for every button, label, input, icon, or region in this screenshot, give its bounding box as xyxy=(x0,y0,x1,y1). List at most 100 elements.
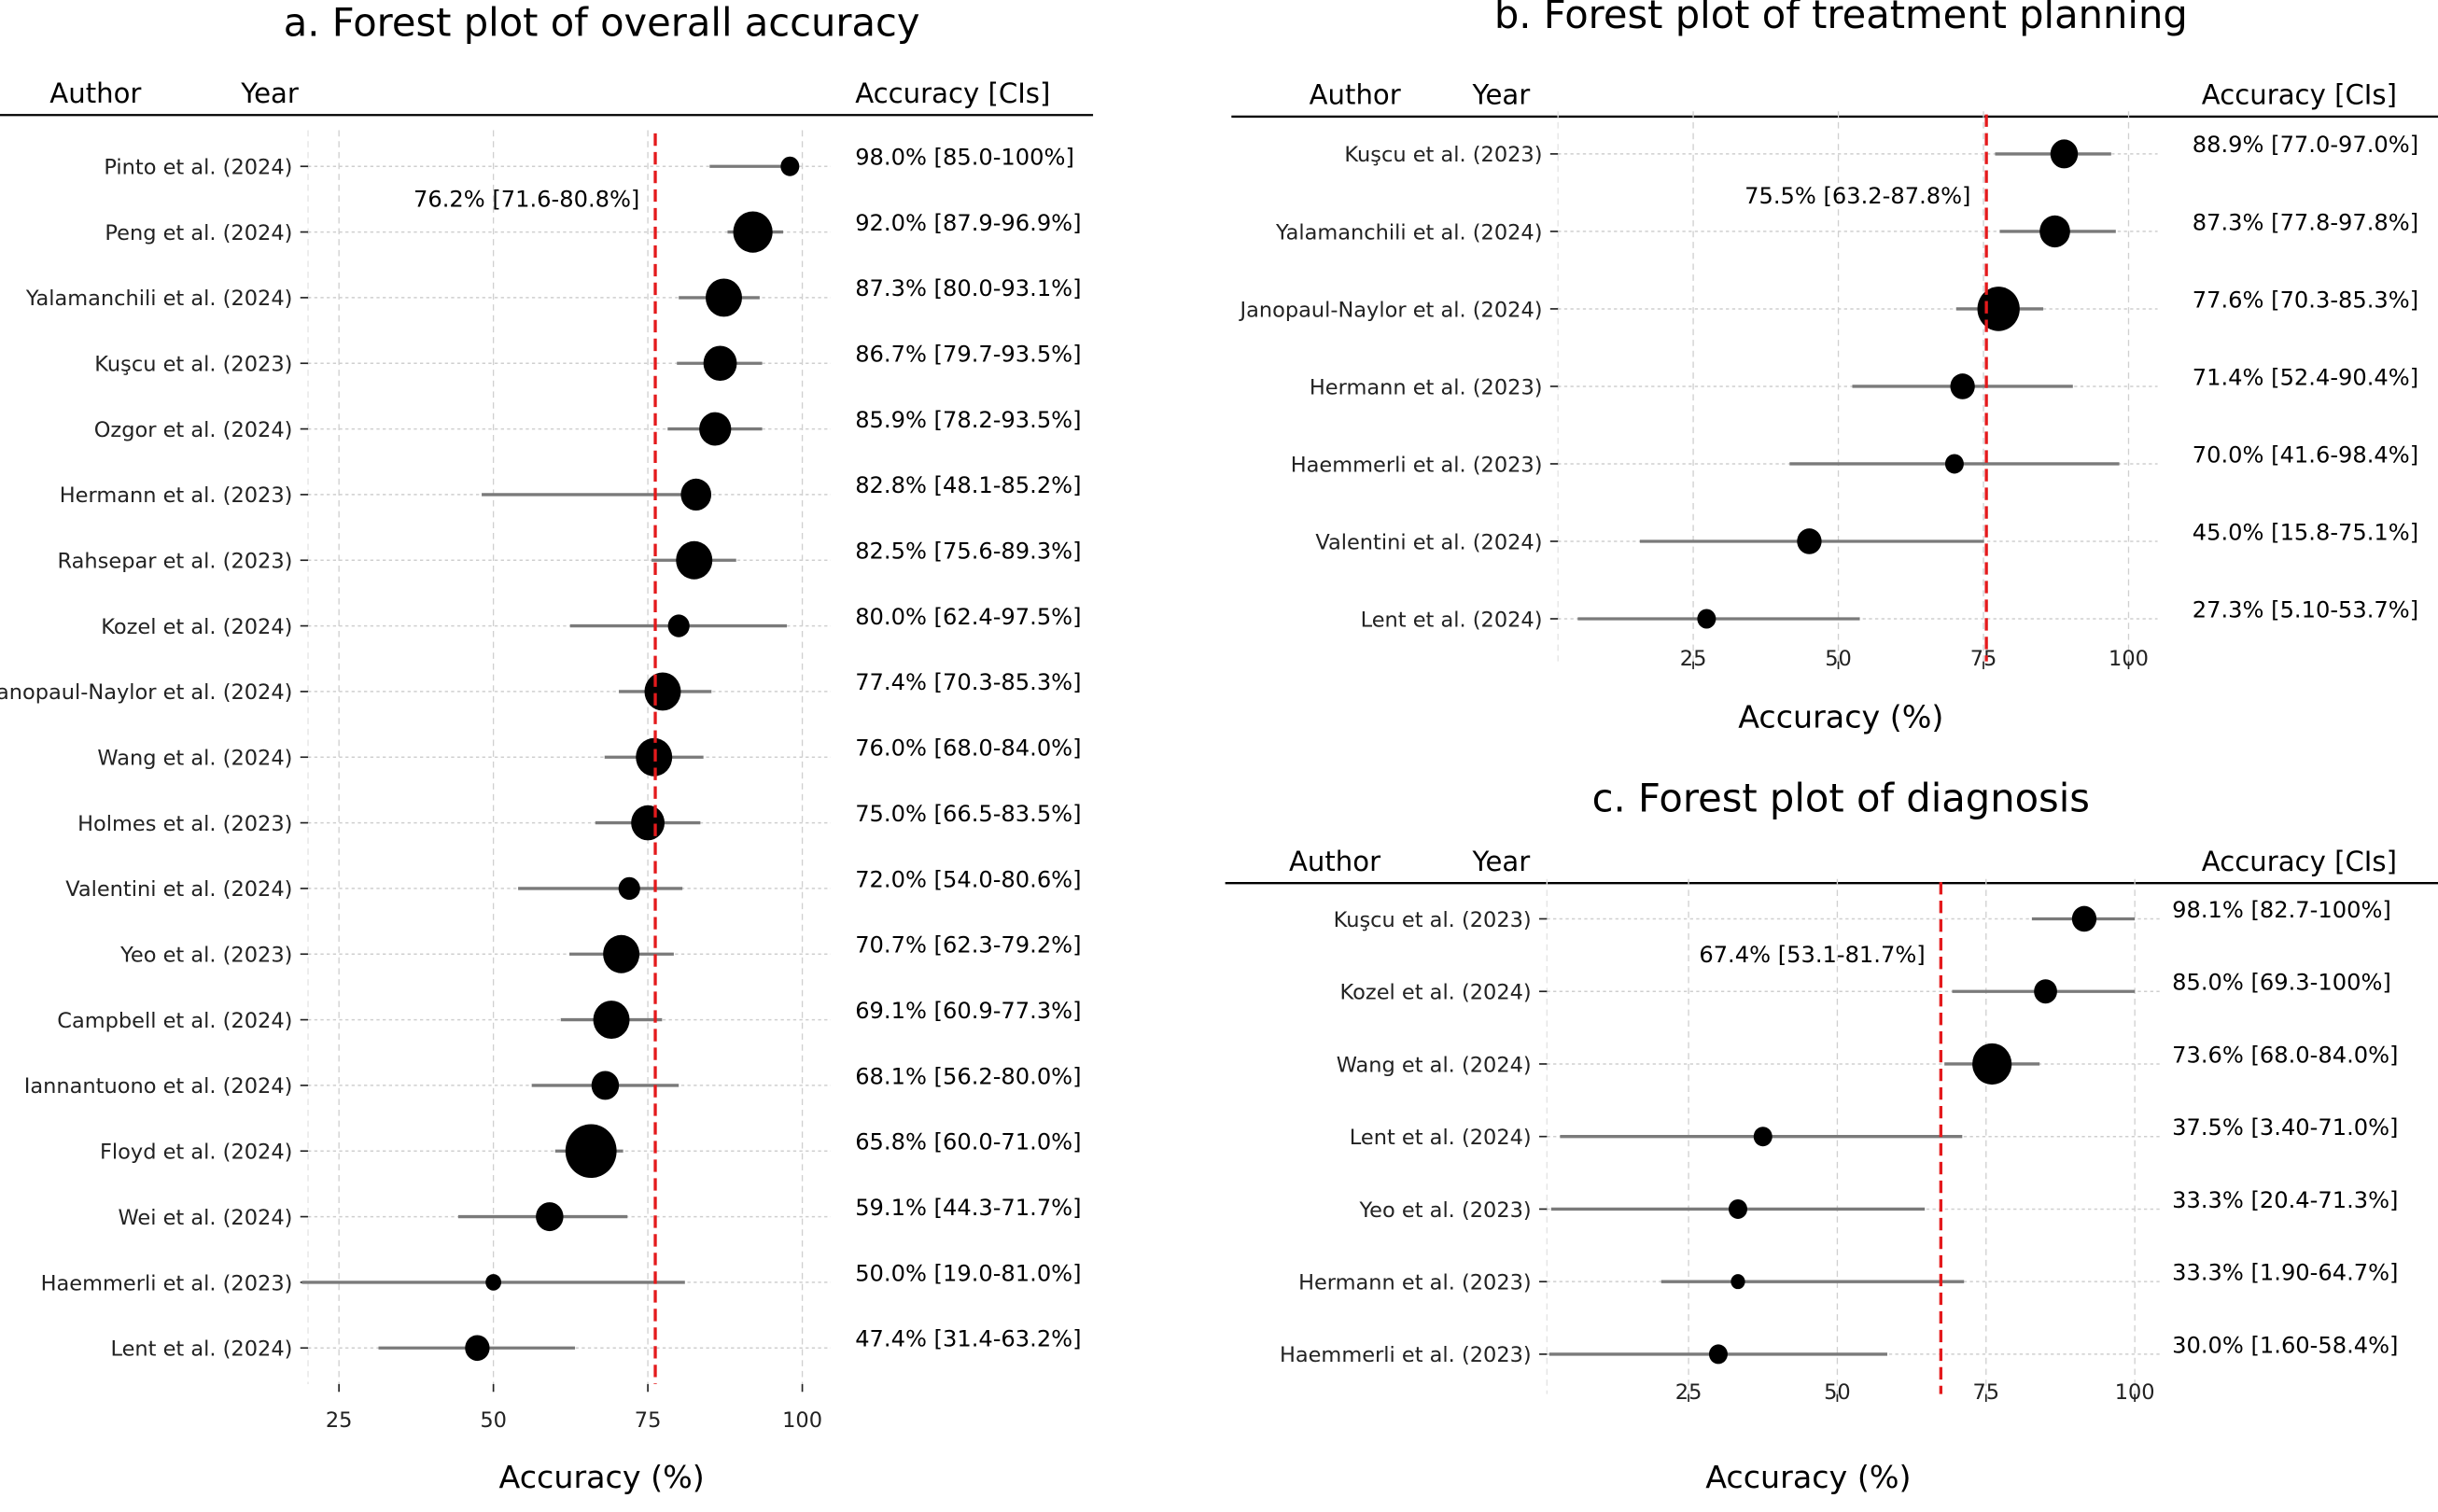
study-row: Lent et al. (2024) 27.3% [5.10-53.7%] xyxy=(1361,596,2419,632)
study-label: Lent et al. (2024) xyxy=(1350,1126,1532,1150)
accuracy-ci-label: 88.9% [77.0-97.0%] xyxy=(2193,132,2418,158)
chart-title: a. Forest plot of overall accuracy xyxy=(284,0,920,45)
x-axis-label: Accuracy (%) xyxy=(499,1459,705,1495)
header-author: Author xyxy=(1310,79,1401,111)
study-label: Wang et al. (2024) xyxy=(97,747,292,771)
point-estimate xyxy=(676,540,713,580)
study-label: Valentini et al. (2024) xyxy=(65,877,292,902)
chart-title: c. Forest plot of diagnosis xyxy=(1592,776,2090,821)
accuracy-ci-label: 98.0% [85.0-100%] xyxy=(855,145,1074,171)
study-row: Hermann et al. (2023) 33.3% [1.90-64.7%] xyxy=(1298,1260,2398,1295)
x-tick-label: 25 xyxy=(1675,1380,1702,1405)
point-estimate xyxy=(1753,1127,1772,1147)
study-row: Hermann et al. (2023) 71.4% [52.4-90.4%] xyxy=(1310,364,2418,399)
study-label: Ozgor et al. (2024) xyxy=(94,418,293,442)
study-label: Yeo et al. (2023) xyxy=(1358,1198,1531,1223)
accuracy-ci-label: 59.1% [44.3-71.7%] xyxy=(855,1195,1081,1221)
accuracy-ci-label: 80.0% [62.4-97.5%] xyxy=(855,604,1081,630)
study-label: Kuşcu et al. (2023) xyxy=(1344,143,1542,167)
x-axis-label: Accuracy (%) xyxy=(1738,699,1943,735)
x-tick-label: 100 xyxy=(782,1408,822,1433)
point-estimate xyxy=(2071,905,2097,932)
accuracy-ci-label: 73.6% [68.0-84.0%] xyxy=(2172,1042,2398,1068)
x-tick-label: 50 xyxy=(1825,647,1852,671)
study-row: Yeo et al. (2023) 70.7% [62.3-79.2%] xyxy=(119,932,1082,973)
study-row: Haemmerli et al. (2023) 30.0% [1.60-58.4%… xyxy=(1280,1332,2399,1367)
point-estimate xyxy=(536,1202,564,1232)
study-row: Iannantuono et al. (2024) 68.1% [56.2-80.… xyxy=(24,1063,1082,1100)
accuracy-ci-label: 70.0% [41.6-98.4%] xyxy=(2193,441,2418,468)
study-label: Yeo et al. (2023) xyxy=(119,944,292,968)
header-year: Year xyxy=(1472,846,1531,877)
pooled-estimate-label: 76.2% [71.6-80.8%] xyxy=(413,187,639,213)
accuracy-ci-label: 85.9% [78.2-93.5%] xyxy=(855,407,1081,433)
study-row: Rahsepar et al. (2023) 82.5% [75.6-89.3%] xyxy=(58,539,1082,580)
study-row: Kozel et al. (2024) 80.0% [62.4-97.5%] xyxy=(101,604,1081,639)
accuracy-ci-label: 27.3% [5.10-53.7%] xyxy=(2193,596,2418,623)
study-label: Yalamanchili et al. (2024) xyxy=(25,287,293,311)
forest-plot-c: c. Forest plot of diagnosis Author Year Acc… xyxy=(1225,776,2438,1495)
accuracy-ci-label: 92.0% [87.9-96.9%] xyxy=(855,210,1081,236)
study-row: Wang et al. (2024) 73.6% [68.0-84.0%] xyxy=(1337,1042,2399,1085)
study-row: Holmes et al. (2023) 75.0% [66.5-83.5%] xyxy=(77,801,1082,841)
study-label: Valentini et al. (2024) xyxy=(1315,530,1542,554)
header-accuracy: Accuracy [CIs] xyxy=(2202,846,2397,877)
accuracy-ci-label: 82.5% [75.6-89.3%] xyxy=(855,539,1081,565)
point-estimate xyxy=(680,478,712,511)
accuracy-ci-label: 69.1% [60.9-77.3%] xyxy=(855,998,1081,1024)
x-tick-label: 100 xyxy=(2115,1380,2155,1405)
x-tick-label: 75 xyxy=(635,1408,662,1433)
accuracy-ci-label: 70.7% [62.3-79.2%] xyxy=(855,932,1081,959)
study-row: Kozel et al. (2024) 85.0% [69.3-100%] xyxy=(1340,970,2391,1005)
chart-title: b. Forest plot of treatment planning xyxy=(1494,0,2188,37)
header-year: Year xyxy=(240,77,299,109)
point-estimate xyxy=(465,1335,490,1362)
accuracy-ci-label: 87.3% [77.8-97.8%] xyxy=(2193,209,2418,235)
study-label: Rahsepar et al. (2023) xyxy=(58,550,293,574)
study-row: Janopaul-Naylor et al. (2024) 77.6% [70.3… xyxy=(1238,287,2418,331)
x-axis-label: Accuracy (%) xyxy=(1705,1459,1911,1495)
accuracy-ci-label: 75.0% [66.5-83.5%] xyxy=(855,801,1081,827)
study-row: Lent et al. (2024) 37.5% [3.40-71.0%] xyxy=(1350,1114,2399,1150)
study-row: Ozgor et al. (2024) 85.9% [78.2-93.5%] xyxy=(94,407,1082,446)
study-label: Lent et al. (2024) xyxy=(110,1337,292,1362)
accuracy-ci-label: 85.0% [69.3-100%] xyxy=(2172,970,2391,996)
study-row: Campbell et al. (2024) 69.1% [60.9-77.3%] xyxy=(57,998,1082,1040)
study-label: Kuşcu et al. (2023) xyxy=(94,353,292,377)
point-estimate xyxy=(1944,454,1964,474)
x-tick-label: 100 xyxy=(2109,647,2149,671)
study-row: Peng et al. (2024) 92.0% [87.9-96.9%] xyxy=(105,210,1082,253)
study-label: Hermann et al. (2023) xyxy=(60,483,293,508)
study-label: Kozel et al. (2024) xyxy=(1340,981,1532,1005)
study-row: Kuşcu et al. (2023) 98.1% [82.7-100%] xyxy=(1334,897,2391,932)
point-estimate xyxy=(699,412,732,446)
accuracy-ci-label: 77.6% [70.3-85.3%] xyxy=(2193,287,2418,313)
accuracy-ci-label: 71.4% [52.4-90.4%] xyxy=(2193,364,2418,390)
study-label: Haemmerli et al. (2023) xyxy=(1291,453,1543,477)
point-estimate xyxy=(1708,1344,1728,1365)
study-label: Peng et al. (2024) xyxy=(105,221,292,245)
study-row: Hermann et al. (2023) 82.8% [48.1-85.2%] xyxy=(60,472,1082,511)
accuracy-ci-label: 98.1% [82.7-100%] xyxy=(2172,897,2391,923)
x-tick-label: 25 xyxy=(326,1408,353,1433)
study-label: Haemmerli et al. (2023) xyxy=(41,1271,293,1295)
point-estimate xyxy=(591,1071,620,1100)
study-label: Haemmerli et al. (2023) xyxy=(1280,1343,1532,1367)
study-label: Yalamanchili et al. (2024) xyxy=(1275,220,1543,245)
accuracy-ci-label: 82.8% [48.1-85.2%] xyxy=(855,472,1081,498)
point-estimate xyxy=(1728,1198,1747,1219)
point-estimate xyxy=(733,211,773,253)
header-accuracy: Accuracy [CIs] xyxy=(2202,79,2397,111)
study-row: Kuşcu et al. (2023) 88.9% [77.0-97.0%] xyxy=(1344,132,2418,169)
accuracy-ci-label: 45.0% [15.8-75.1%] xyxy=(2193,519,2418,545)
point-estimate xyxy=(1697,609,1716,629)
point-estimate xyxy=(2039,215,2070,248)
pooled-estimate-label: 75.5% [63.2-87.8%] xyxy=(1744,183,1970,209)
study-label: Lent et al. (2024) xyxy=(1361,608,1543,632)
header-author: Author xyxy=(1289,846,1380,877)
study-row: Lent et al. (2024) 47.4% [31.4-63.2%] xyxy=(110,1326,1081,1362)
x-tick-label: 75 xyxy=(1973,1380,2000,1405)
point-estimate xyxy=(565,1124,617,1179)
header-year: Year xyxy=(1472,79,1531,111)
study-row: Janopaul-Naylor et al. (2024) 77.4% [70.3… xyxy=(0,669,1082,711)
